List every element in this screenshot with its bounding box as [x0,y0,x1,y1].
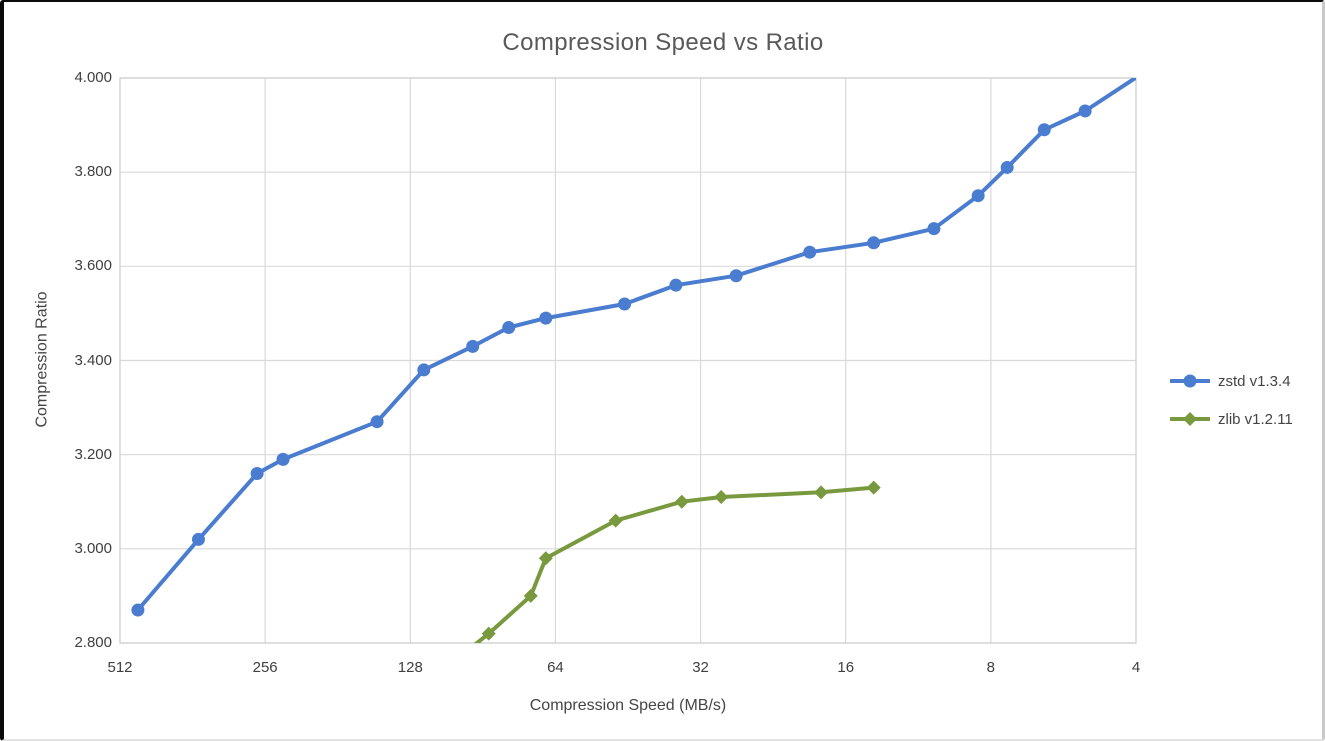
x-tick-label: 128 [397,659,423,676]
zstd-marker [276,452,290,466]
zstd-marker [618,297,632,311]
legend-marker-zstd [1170,374,1210,388]
zlib-marker [866,480,881,495]
zstd-marker [466,339,480,353]
zstd-marker [1000,160,1014,174]
chart-title: Compression Speed vs Ratio [502,29,824,56]
zstd-marker [131,603,145,617]
y-tick-label: 3.600 [74,257,112,275]
zstd-marker [669,278,683,292]
y-tick-label: 3.800 [74,163,112,181]
y-tick-label: 3.000 [74,539,112,557]
zlib-marker [714,490,729,505]
zstd-marker [1037,123,1051,137]
x-tick-label: 16 [837,659,855,676]
x-tick-label: 32 [692,659,709,676]
legend-item-zstd: zstd v1.3.4 [1170,362,1293,400]
zstd-line [135,78,1136,612]
zlib-marker [608,513,623,528]
zstd-marker [971,189,985,203]
legend: zstd v1.3.4 zlib v1.2.11 [1170,362,1293,438]
legend-label: zlib v1.2.11 [1218,410,1293,428]
zstd-marker [803,245,817,259]
x-axis-title: Compression Speed (MB/s) [529,697,727,714]
y-axis-title: Compression Ratio [33,291,51,428]
zlib-line [473,485,876,643]
zstd-series [131,53,1170,617]
x-tick-label: 512 [107,659,133,676]
zstd-marker [1157,53,1170,66]
x-tick-label: 8 [986,659,996,676]
y-tick-label: 3.400 [74,351,112,369]
zlib-marker [523,588,538,603]
plot-border [119,77,1137,644]
zlib-marker [538,551,553,566]
legend-label: zstd v1.3.4 [1218,372,1291,390]
x-tick-label: 4 [1131,659,1141,676]
zstd-marker [250,467,264,480]
y-tick-label: 3.200 [74,445,112,463]
zstd-marker [867,236,881,250]
zstd-marker [417,363,431,377]
zstd-marker [927,222,941,236]
zstd-marker [1078,104,1092,118]
zstd-marker [502,321,516,335]
zlib-marker [674,494,689,509]
legend-item-zlib: zlib v1.2.11 [1170,400,1293,438]
zlib-marker [481,626,496,641]
zstd-marker [539,311,553,325]
zstd-marker [370,415,384,429]
plot-area [119,53,1170,644]
legend-marker-zlib [1170,412,1210,426]
x-tick-label: 64 [547,659,564,676]
y-tick-label: 2.800 [74,634,112,651]
zlib-marker [814,485,829,500]
zlib-series [473,480,881,643]
zstd-marker [191,532,205,546]
y-tick-label: 4.000 [74,69,112,86]
zstd-marker [729,269,743,283]
x-tick-label: 256 [252,659,278,676]
